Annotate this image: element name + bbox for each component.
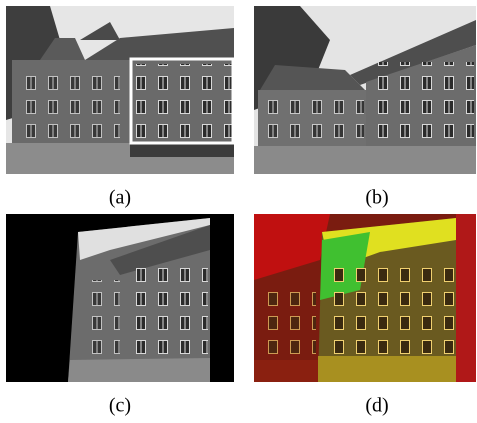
panel-label: (d) bbox=[365, 395, 388, 417]
photo-c bbox=[6, 214, 234, 382]
photo-b bbox=[254, 6, 476, 174]
figure: (a) (b) (c) (d) bbox=[0, 0, 477, 423]
panel-label: (a) bbox=[109, 187, 131, 209]
panel-label: (c) bbox=[109, 395, 131, 417]
panel-label: (b) bbox=[365, 187, 388, 209]
photo-d bbox=[254, 214, 476, 382]
photo-a bbox=[6, 6, 234, 174]
